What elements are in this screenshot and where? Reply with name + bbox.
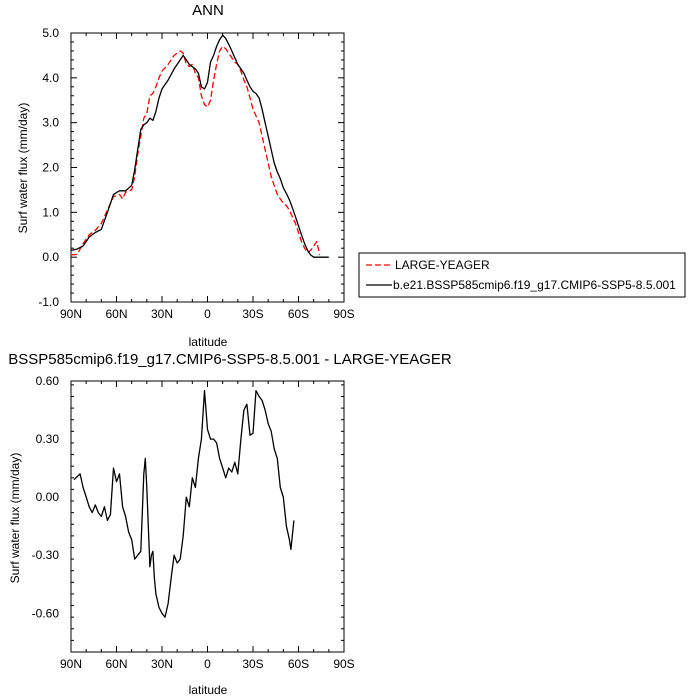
top-series-line-1 [70,34,329,258]
bottom-series-line-0 [73,390,295,618]
legend-label-large-yeager: LARGE-YEAGER [395,258,490,272]
bottom-x-tick-label: 30N [151,657,173,671]
top-y-tick-label: 0.0 [42,250,59,264]
top-x-tick-label: 60S [288,307,309,321]
top-chart-title: ANN [192,2,224,19]
bottom-y-tick-label: 0.60 [36,374,60,388]
top-x-tick-label: 0 [204,307,211,321]
top-x-tick-label: 30S [242,307,263,321]
bottom-x-tick-label: 90S [333,657,354,671]
bottom-x-tick-label: 0 [204,657,211,671]
top-y-tick-label: 1.0 [42,205,59,219]
legend-box [358,252,686,298]
legend-label-bssp585: b.e21.BSSP585cmip6.f19_g17.CMIP6-SSP5-8.… [393,278,676,292]
legend: LARGE-YEAGER b.e21.BSSP585cmip6.f19_g17.… [358,252,686,298]
top-series-line-0 [70,45,321,256]
top-y-tick-label: -1.0 [38,295,59,309]
bottom-x-tick-label: 30S [242,657,263,671]
bottom-y-tick-label: 0.00 [36,490,60,504]
top-plot-area: 90N 60N 30N 0 30S 60S 90S -1.0 0.0 1.0 2.0 3.0 4.0 5.… [38,26,354,321]
bottom-x-tick-label: 60S [288,657,309,671]
top-chart-ylabel: Surf water flux (mm/day) [16,103,30,234]
top-x-tick-label: 60N [105,307,127,321]
bottom-chart-xlabel: latitude [189,683,228,697]
bottom-chart-ylabel: Surf water flux (mm/day) [8,453,22,584]
top-x-tick-label: 90S [333,307,354,321]
top-y-tick-label: 3.0 [42,116,59,130]
top-y-tick-label: 2.0 [42,161,59,175]
top-x-tick-label: 90N [60,307,82,321]
bottom-y-tick-label: -0.30 [32,548,60,562]
top-y-tick-label: 5.0 [42,26,59,40]
bottom-y-tick-label: -0.60 [32,606,60,620]
top-x-tick-label: 30N [151,307,173,321]
bottom-y-tick-label: 0.30 [36,432,60,446]
bottom-x-tick-label: 90N [60,657,82,671]
bottom-chart-title: BSSP585cmip6.f19_g17.CMIP6-SSP5-8.5.001 … [8,351,452,368]
bottom-plot-area: 90N 60N 30N 0 30S 60S 90S -0.60 -0.30 0.00 0.30 0.6… [32,374,355,671]
top-plot-frame [70,32,345,303]
top-chart-xlabel: latitude [189,335,228,349]
bottom-x-tick-label: 60N [105,657,127,671]
top-y-tick-label: 4.0 [42,71,59,85]
